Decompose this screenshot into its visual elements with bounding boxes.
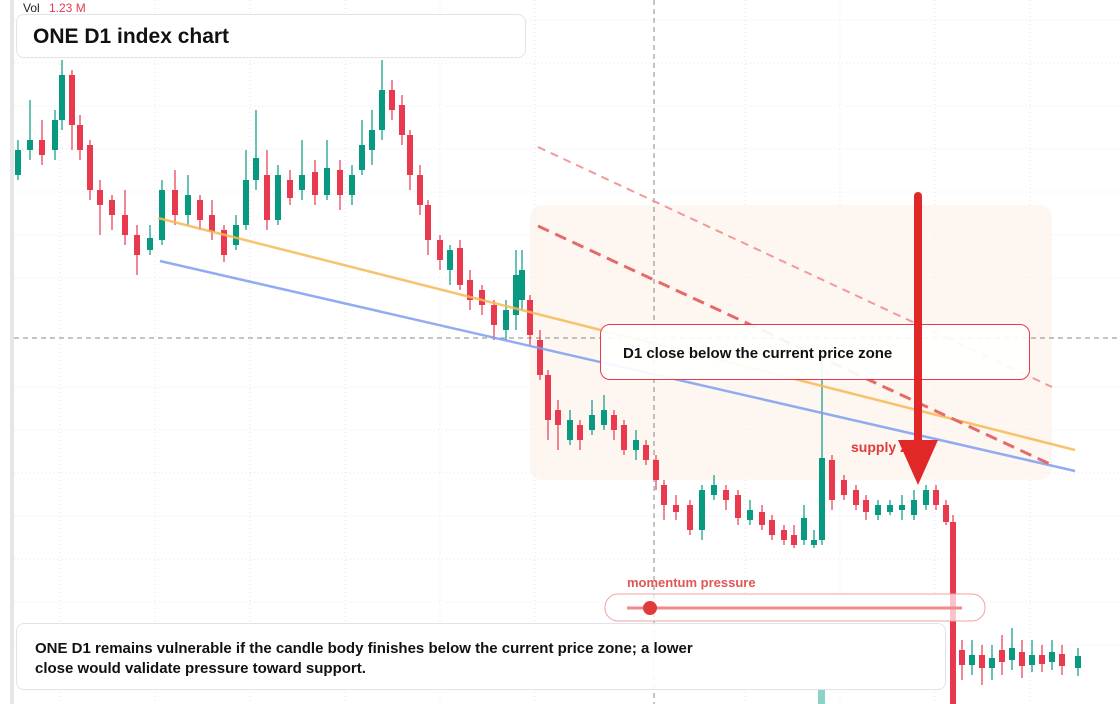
momentum-label: momentum pressure (627, 575, 756, 590)
volume-bar (818, 690, 825, 704)
title-box: ONE D1 index chart (16, 14, 526, 58)
callout: D1 close below the current price zone (623, 345, 893, 362)
channel-upper (537, 146, 1053, 388)
title: ONE D1 index chart (33, 25, 230, 48)
volume-value: 1.23 M (49, 1, 86, 15)
left-strip (10, 0, 14, 704)
callout-box: D1 close below the current price zone (600, 324, 1030, 380)
summary: ONE D1 remains vulnerable if the candle … (35, 640, 693, 677)
zone-label: supply zone (851, 439, 932, 455)
summary-box: ONE D1 remains vulnerable if the candle … (16, 623, 946, 690)
volume-label: Vol (23, 1, 40, 15)
momentum-dot (643, 601, 657, 615)
